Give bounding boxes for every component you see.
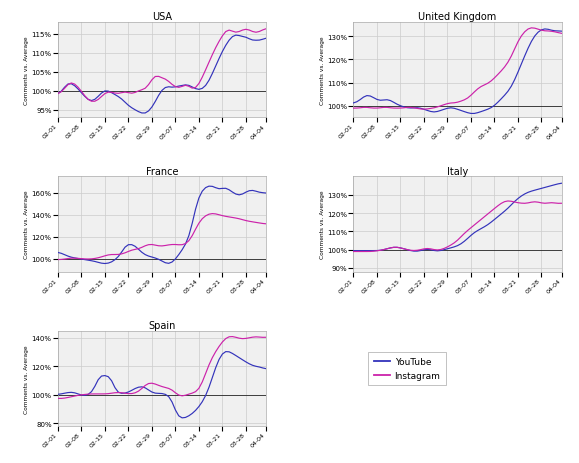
Y-axis label: Comments vs. Average: Comments vs. Average [24,190,30,259]
Title: United Kingdom: United Kingdom [419,13,497,22]
Title: France: France [146,166,178,176]
Title: USA: USA [152,13,172,22]
Y-axis label: Comments vs. Average: Comments vs. Average [24,37,30,105]
Y-axis label: Comments vs. Average: Comments vs. Average [320,190,325,259]
Y-axis label: Comments vs. Average: Comments vs. Average [320,37,325,105]
Y-axis label: Comments vs. Average: Comments vs. Average [24,344,30,413]
Legend: YouTube, Instagram: YouTube, Instagram [368,352,446,386]
Title: Italy: Italy [447,166,468,176]
Title: Spain: Spain [148,320,175,330]
